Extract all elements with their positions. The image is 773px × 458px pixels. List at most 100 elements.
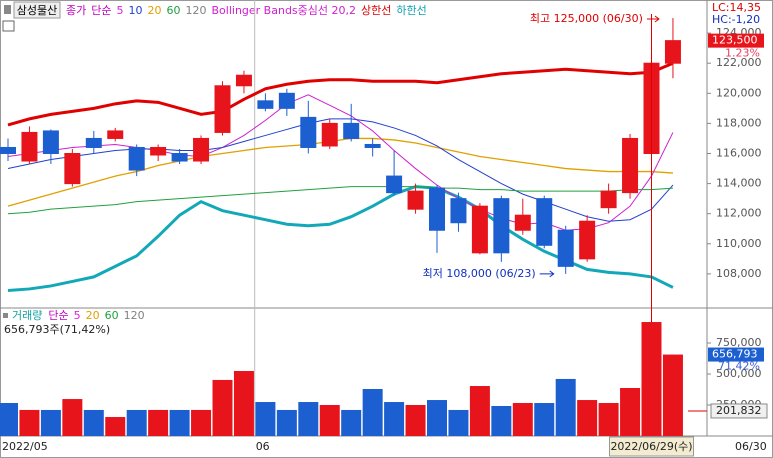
volume-bar: [534, 403, 555, 436]
y-tick-label: 500,000: [716, 367, 762, 380]
volume-legend-item: 60: [105, 309, 119, 322]
candle-body: [450, 198, 467, 224]
volume-ratio: 71.42%: [718, 360, 760, 373]
volume-bar: [662, 354, 683, 436]
y-tick-label: 114,000: [716, 177, 762, 190]
candle-body: [107, 130, 124, 139]
candle-body: [364, 143, 381, 148]
y-tick-label: 750,000: [716, 336, 762, 349]
volume-bar: [233, 371, 254, 436]
volume-bar: [469, 386, 490, 436]
candle-body: [85, 137, 102, 148]
volume-title: 거래량: [12, 309, 42, 322]
candle-body: [150, 146, 167, 156]
volume-bar: [641, 322, 662, 436]
candle-body: [407, 190, 424, 210]
y-tick-label: 110,000: [716, 237, 762, 250]
candle-body: [664, 40, 681, 64]
volume-subtitle: 656,793주(71,42%): [4, 323, 110, 336]
volume-legend-item: 20: [86, 309, 100, 322]
indicator-line: [7, 137, 673, 207]
candle-body: [343, 122, 360, 139]
volume-bar: [448, 409, 469, 436]
candle-body: [171, 153, 188, 162]
candle-body: [300, 116, 317, 148]
candle-body: [579, 220, 596, 260]
volume-icon: [3, 313, 8, 318]
volume-bar: [577, 400, 598, 436]
legend-item: 5: [117, 4, 124, 17]
candle-body: [622, 137, 639, 194]
volume-bar: [40, 409, 61, 436]
volume-bar: [427, 400, 447, 436]
reference-box: [710, 403, 768, 419]
volume-bar: [405, 404, 426, 436]
legend-item: 10: [129, 4, 143, 17]
candle-body: [278, 92, 295, 109]
volume-legend-item: 5: [74, 309, 81, 322]
x-tick-label: 06: [256, 440, 270, 453]
stock-name: 삼성물산: [17, 4, 57, 17]
candle-body: [193, 137, 210, 162]
low-arrow: [539, 270, 555, 278]
volume-bar: [512, 403, 533, 436]
volume-bar: [555, 378, 576, 436]
cursor-date-box: [609, 436, 694, 457]
volume-legend-item: 120: [124, 309, 145, 322]
indicator-line: [7, 118, 674, 222]
volume-bar: [319, 404, 340, 436]
legend-item: 하한선: [396, 3, 426, 17]
volume-bar: [384, 402, 405, 436]
hc-label: HC:-1,20: [712, 13, 760, 26]
volume-bar: [83, 409, 104, 436]
legend-item: 종가: [66, 4, 86, 17]
volume-bar: [19, 409, 40, 436]
last-volume-box: [708, 347, 764, 362]
volume-bar: [255, 402, 276, 436]
volume-bar: [362, 388, 383, 436]
legend-item: 60: [167, 4, 181, 17]
y-tick-label: 122,000: [716, 56, 762, 69]
price-change: 1.23%: [725, 47, 760, 60]
y-tick-label: 116,000: [716, 147, 762, 160]
volume-bar: [148, 409, 169, 436]
volume-bar: [62, 399, 83, 436]
volume-bar: [212, 379, 233, 436]
volume-bar: [105, 417, 126, 436]
stock-box[interactable]: [13, 1, 61, 19]
candle-body: [471, 205, 488, 254]
candle-body: [214, 85, 231, 133]
volume-bar: [276, 409, 297, 436]
grid-icon[interactable]: [2, 20, 15, 32]
y-tick-label: 112,000: [716, 207, 762, 220]
last-date: 06/30: [735, 440, 767, 453]
cursor-date: 2022/06/29(수): [610, 440, 692, 453]
y-tick-label: 108,000: [716, 267, 762, 280]
candle-body: [600, 190, 617, 209]
volume-legend-item: 단순: [48, 309, 68, 322]
candle-body: [321, 122, 338, 147]
last-volume: 656,793: [712, 348, 758, 361]
indicator-line: [7, 186, 673, 215]
candle-body: [64, 153, 81, 185]
volume-bar: [191, 409, 212, 436]
menu-icon[interactable]: [4, 5, 11, 14]
candle-body: [493, 198, 510, 254]
volume-bar: [598, 403, 619, 436]
candle-body: [429, 187, 445, 231]
y-tick-label: 120,000: [716, 86, 762, 99]
volume-bar: [491, 405, 512, 436]
last-price: 123,500: [712, 34, 758, 47]
candle-body: [557, 229, 574, 267]
last-price-box: [708, 33, 764, 48]
legend-item: 20: [148, 4, 162, 17]
legend-item: Bollinger Bands중심선 20,2: [212, 4, 357, 17]
high-annotation: 최고 125,000 (06/30): [530, 12, 643, 25]
legend-item: 단순: [91, 4, 111, 17]
volume-bar: [0, 403, 18, 436]
legend-item: 상한선: [361, 4, 391, 17]
legend-item: 120: [186, 4, 207, 17]
volume-bar: [620, 388, 641, 436]
candle-body: [514, 214, 531, 231]
